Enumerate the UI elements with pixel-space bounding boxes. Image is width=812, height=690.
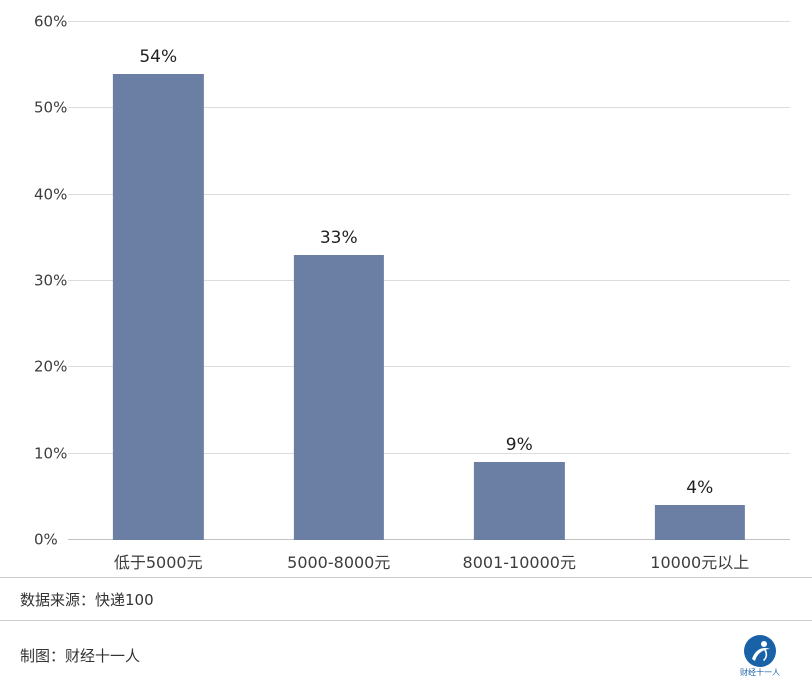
gridline [68,107,790,109]
credit-row: 制图：财经十一人 财经十一人 [0,621,812,690]
x-axis: 低于5000元 5000-8000元 8001-10000元 10000元以上 [68,545,790,577]
x-tick-label: 低于5000元 [113,553,203,572]
divider-top [0,577,812,578]
bar [293,255,384,540]
publisher-logo-text: 财经十一人 [740,668,780,677]
gridline [68,193,790,195]
plot-area: 0% 10% 20% 30% 40% 50% 60% 54% 33% 9% 4% [34,14,791,547]
y-tick-label: 20% [34,357,68,376]
y-tick-label: 40% [34,185,68,204]
x-axis-baseline [68,539,790,540]
source-row: 数据来源：快递100 [0,578,812,620]
gridline [68,366,790,368]
gridline [68,452,790,454]
publisher-logo-icon [743,634,777,668]
x-tick-label: 5000-8000元 [287,553,391,572]
bar-group: 9% [429,435,610,540]
bar-chart: 0% 10% 20% 30% 40% 50% 60% 54% 33% 9% 4% 低于5000元 50… [34,14,791,577]
bar-group: 4% [610,478,791,540]
source-text: 数据来源：快递100 [20,590,154,609]
bar-value-label: 4% [686,478,714,499]
bar-value-label: 9% [505,435,533,456]
y-tick-label: 50% [34,98,68,117]
bar [474,462,565,540]
bar [654,505,745,540]
x-tick-label: 8001-10000元 [462,553,576,572]
y-tick-label: 0% [34,530,58,549]
y-tick-label: 10% [34,444,68,463]
bar-value-label: 33% [319,228,358,249]
divider-bottom [0,620,812,621]
bar-group: 33% [249,228,430,540]
bar-group: 54% [68,47,249,540]
gridline [68,21,790,22]
bar-value-label: 54% [139,46,178,67]
credit-text: 制图：财经十一人 [20,647,141,665]
bar [113,73,204,540]
y-tick-label: 60% [34,12,68,31]
publisher-logo: 财经十一人 [740,634,780,677]
gridline [68,280,790,281]
x-tick-label: 10000元以上 [650,553,750,572]
y-tick-label: 30% [34,271,68,290]
